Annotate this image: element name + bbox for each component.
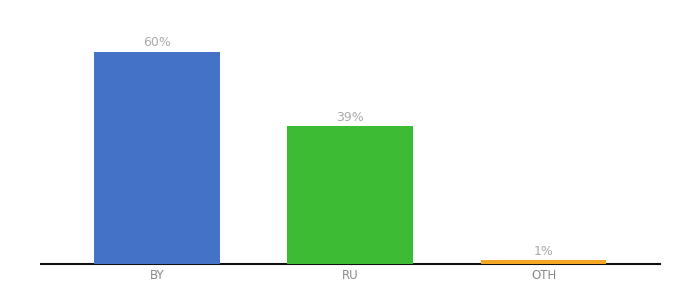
Bar <box>94 52 220 264</box>
Bar <box>481 260 607 264</box>
Text: 1%: 1% <box>534 244 554 258</box>
Text: 39%: 39% <box>337 110 364 124</box>
Text: 60%: 60% <box>143 36 171 50</box>
Bar <box>288 126 413 264</box>
